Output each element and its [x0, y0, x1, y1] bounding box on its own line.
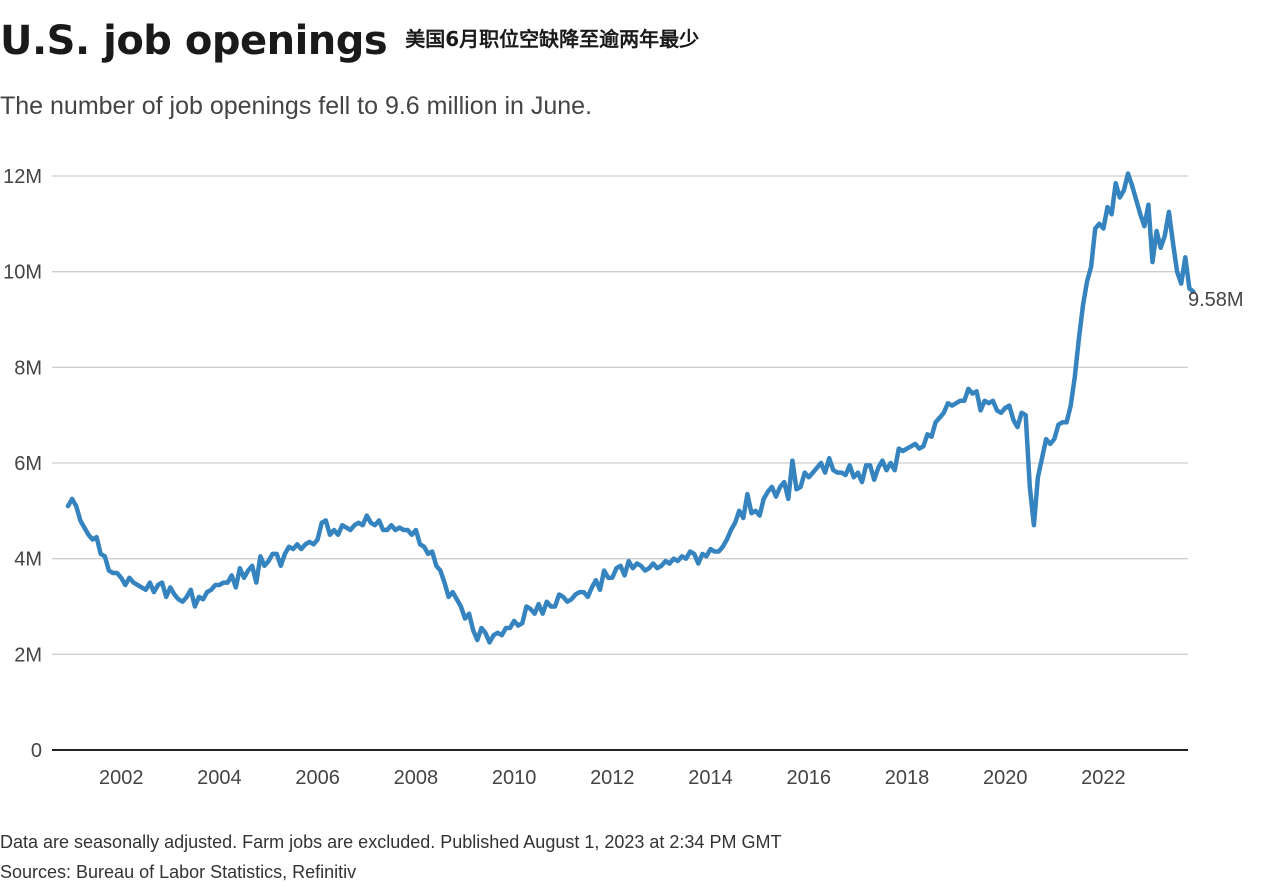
end-value-label: 9.58M [1188, 289, 1244, 311]
x-tick-label: 2012 [590, 767, 635, 789]
chart-subtitle: The number of job openings fell to 9.6 m… [0, 92, 593, 120]
x-axis-ticks: 2002 2004 2006 2008 2010 2012 2014 2016 2018 2020… [99, 767, 1126, 789]
y-tick-label: 8M [14, 357, 42, 379]
series-line-job-openings [65, 171, 1196, 645]
chart-title: U.S. job openings [0, 18, 388, 64]
y-tick-label: 10M [3, 262, 42, 284]
title-row: U.S. job openings 美国6月职位空缺降至逾两年最少 [0, 18, 699, 64]
x-tick-label: 2020 [983, 767, 1028, 789]
series-layer [65, 171, 1196, 645]
x-tick-label: 2002 [99, 767, 144, 789]
chart-title-chinese: 美国6月职位空缺降至逾两年最少 [405, 27, 700, 51]
end-label-layer: 9.58M [1188, 289, 1244, 311]
x-tick-label: 2022 [1081, 767, 1126, 789]
x-tick-label: 2010 [492, 767, 537, 789]
y-tick-label: 2M [14, 644, 42, 666]
x-tick-label: 2014 [688, 767, 733, 789]
x-tick-label: 2018 [885, 767, 930, 789]
x-tick-label: 2004 [197, 767, 242, 789]
job-openings-line-chart: 0 2M 4M 6M 8M 10M 12M 2002 2004 2006 2008 2010 2012… [3, 166, 1244, 789]
x-tick-label: 2008 [394, 767, 439, 789]
y-tick-label: 6M [14, 453, 42, 475]
x-tick-label: 2016 [787, 767, 832, 789]
x-tick-label: 2006 [295, 767, 340, 789]
y-tick-label: 12M [3, 166, 42, 188]
y-tick-label: 4M [14, 549, 42, 571]
y-axis-ticks: 0 2M 4M 6M 8M 10M 12M [3, 166, 42, 762]
footnote-sources: Sources: Bureau of Labor Statistics, Ref… [0, 862, 357, 882]
footnote-note: Data are seasonally adjusted. Farm jobs … [0, 832, 782, 852]
gridlines [52, 175, 1188, 751]
y-tick-label: 0 [31, 740, 42, 762]
